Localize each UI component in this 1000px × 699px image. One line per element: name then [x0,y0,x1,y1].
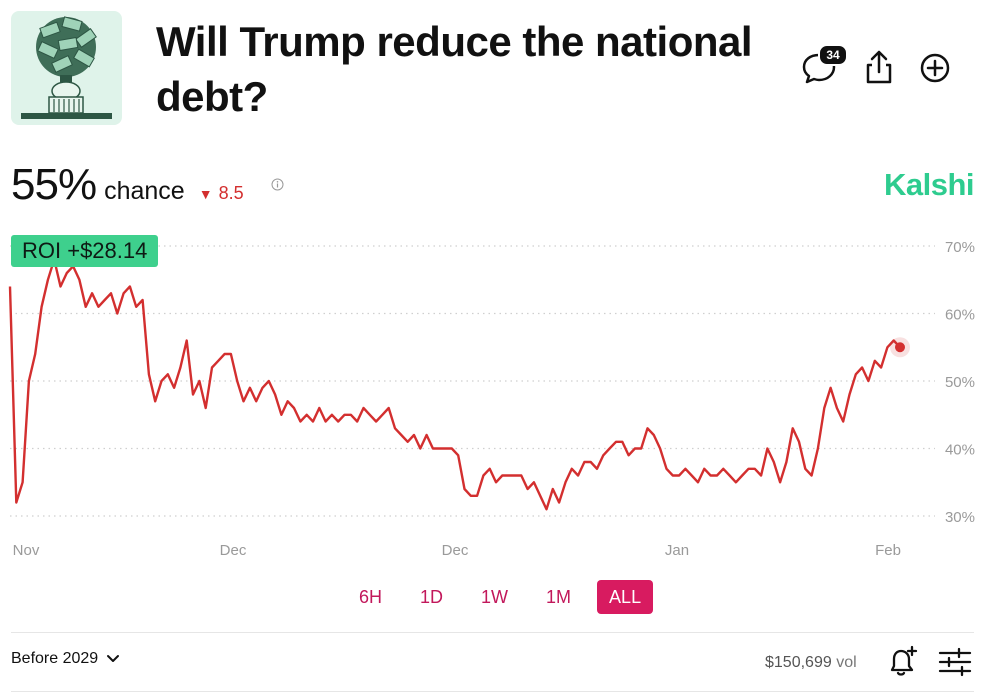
x-tick-label: Dec [442,542,469,559]
divider [11,691,974,692]
probability-change: ▼ 8.5 [199,183,244,204]
change-value: 8.5 [218,183,244,203]
add-watchlist-button[interactable] [915,48,955,88]
volume-value: $150,699 [765,654,832,671]
market-thumbnail [11,11,122,125]
brand-logo: Kalshi [883,167,975,202]
info-icon[interactable] [271,178,284,191]
sliders-icon [938,647,972,677]
share-button[interactable] [860,48,900,88]
y-tick-label: 50% [945,374,975,391]
share-icon [866,50,892,84]
probability-value: 55% [11,160,97,209]
x-tick-label: Jan [665,542,689,559]
tab-1d[interactable]: 1D [420,586,444,607]
comment-count-badge: 34 [818,44,848,66]
y-tick-label: 60% [945,307,975,324]
x-tick-label: Dec [220,542,247,559]
volume-unit: vol [836,654,857,671]
probability-summary: 55% chance ▼ 8.5 [11,160,244,210]
price-chart[interactable]: 70% 60% 50% 40% 30% Nov Dec Dec Jan Feb [0,225,1000,570]
outcome-filter-dropdown[interactable]: Before 2029 [11,650,120,668]
tab-all[interactable]: ALL [597,580,654,614]
add-alert-button[interactable] [884,644,924,684]
y-tick-label: 70% [945,239,975,256]
bell-plus-icon [890,645,918,676]
plus-circle-icon [920,53,950,83]
y-tick-label: 30% [945,509,975,526]
chevron-down-icon [107,655,120,662]
x-tick-label: Feb [875,542,901,559]
chance-label: chance [104,177,185,205]
settings-sliders-button[interactable] [937,644,977,684]
comments-button[interactable] [800,48,840,88]
series-line [8,258,901,511]
comment-icon [802,53,836,84]
range-tabs: 6H 1D 1W 1M ALL [340,580,660,614]
y-tick-label: 40% [945,442,975,459]
x-tick-label: Nov [13,542,40,559]
market-title: Will Trump reduce the national debt? [156,18,753,120]
tab-1m[interactable]: 1M [546,586,572,607]
current-point [895,342,905,353]
filter-label: Before 2029 [11,650,99,667]
triangle-down-icon: ▼ [198,186,213,202]
volume-info: $150,699 vol [765,654,857,672]
tab-6h[interactable]: 6H [359,586,383,607]
tab-1w[interactable]: 1W [481,586,509,607]
roi-badge: ROI +$28.14 [11,235,159,267]
divider [11,632,974,633]
